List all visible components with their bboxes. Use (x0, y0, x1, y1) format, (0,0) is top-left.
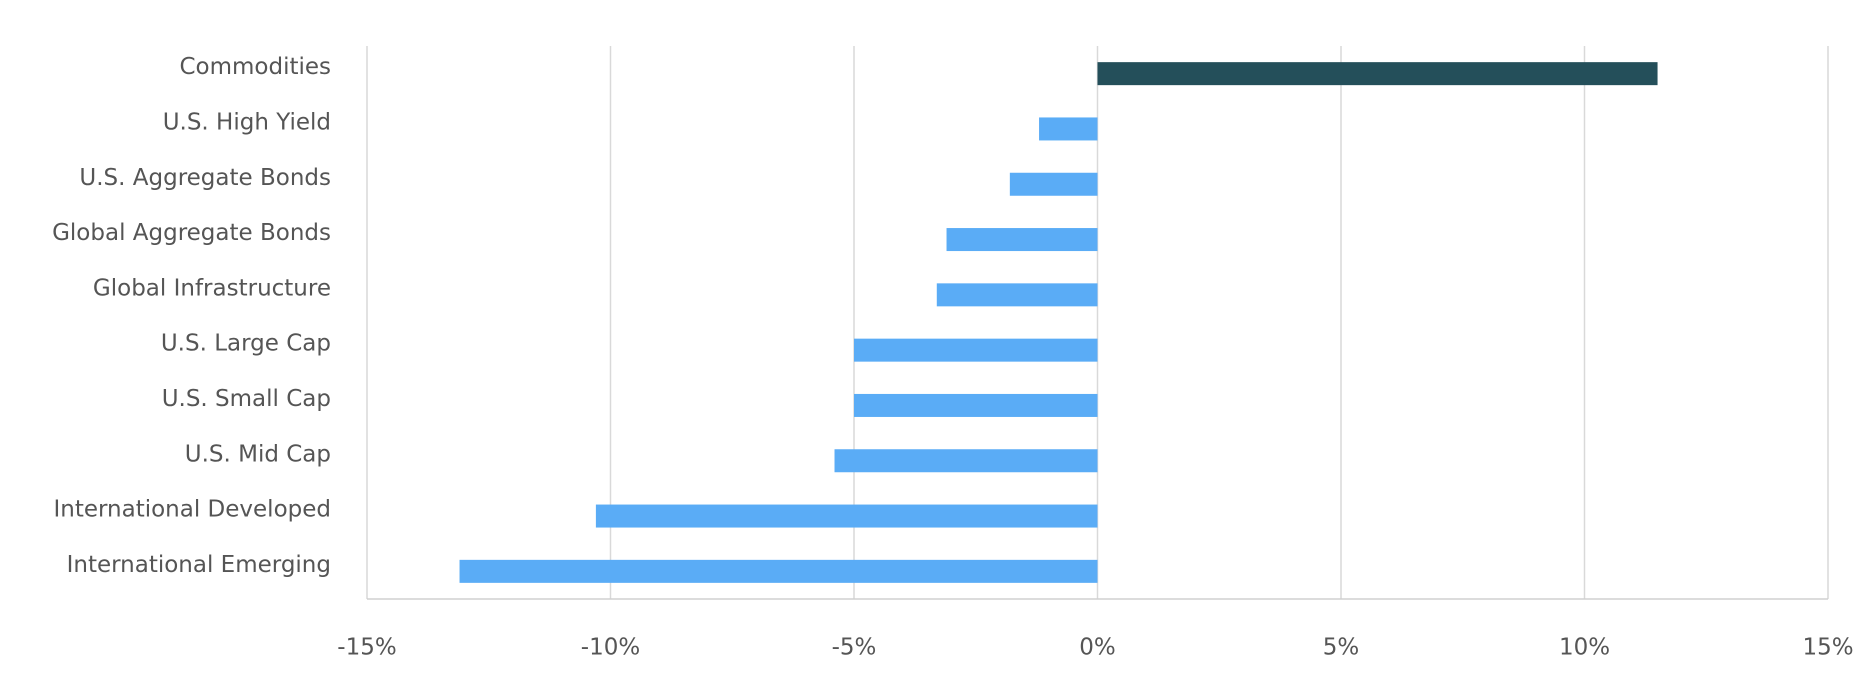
x-tick-label: -15% (337, 635, 396, 661)
x-tick-label: 15% (1802, 635, 1853, 661)
bar (459, 559, 1098, 583)
x-tick-label: -5% (832, 635, 877, 661)
y-tick-label: Global Aggregate Bonds (52, 220, 331, 246)
bar (595, 504, 1098, 528)
bar (936, 283, 1098, 307)
y-tick-label: U.S. Mid Cap (185, 441, 331, 467)
x-tick-label: 0% (1079, 635, 1116, 661)
x-tick-label: -10% (581, 635, 640, 661)
bar (854, 338, 1098, 362)
bar (946, 228, 1098, 252)
y-tick-label: International Emerging (67, 552, 331, 578)
bar (1097, 62, 1658, 86)
bar (1009, 172, 1098, 196)
y-tick-label: U.S. Small Cap (162, 386, 331, 412)
bar (854, 393, 1098, 417)
bar (1039, 117, 1098, 141)
y-tick-label: Global Infrastructure (93, 275, 331, 301)
bar (834, 449, 1098, 473)
x-tick-label: 5% (1323, 635, 1360, 661)
y-tick-label: U.S. High Yield (163, 109, 331, 135)
y-tick-label: U.S. Aggregate Bonds (79, 165, 331, 191)
x-tick-label: 10% (1559, 635, 1610, 661)
y-tick-label: International Developed (53, 497, 331, 523)
y-tick-label: U.S. Large Cap (161, 331, 331, 357)
y-tick-label: Commodities (179, 54, 331, 80)
